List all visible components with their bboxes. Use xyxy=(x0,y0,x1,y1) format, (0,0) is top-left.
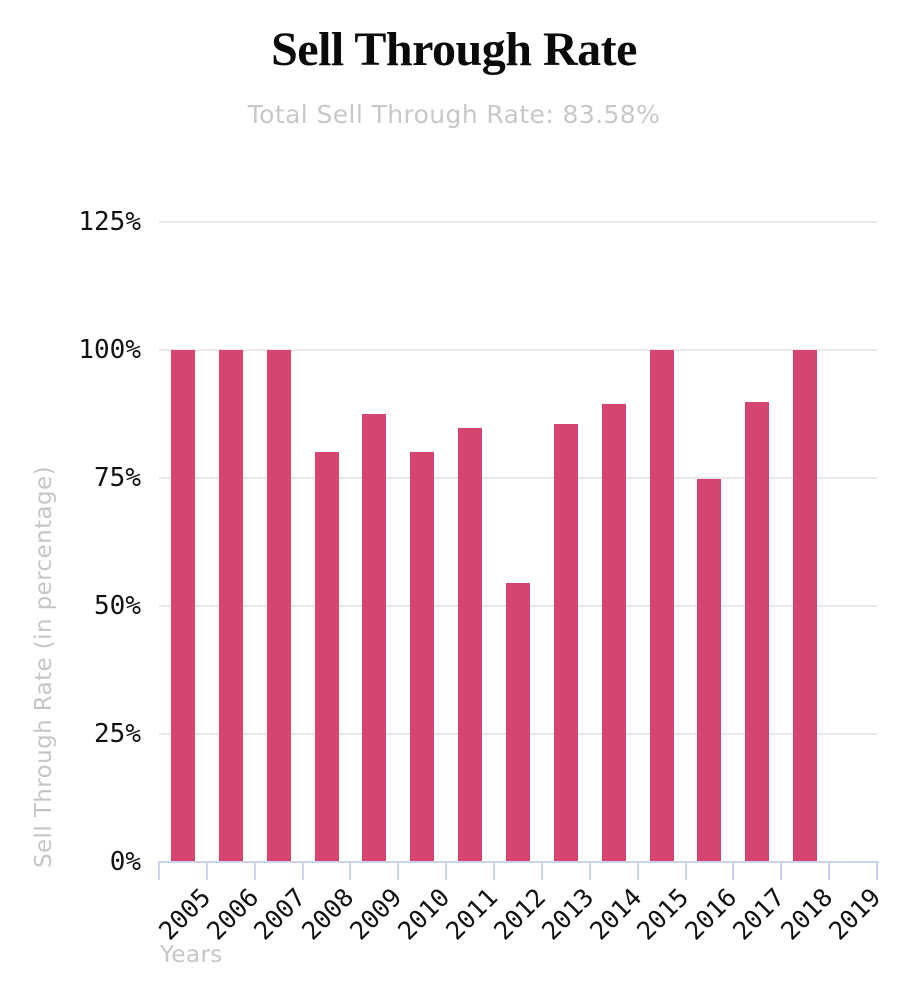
y-axis-title: Sell Through Rate (in percentage) xyxy=(31,466,57,868)
bar-2010[interactable] xyxy=(410,452,435,862)
x-tick-label-2012: 2012 xyxy=(488,882,552,946)
x-tick-label-2011: 2011 xyxy=(440,882,504,946)
bar-2018[interactable] xyxy=(793,350,818,862)
x-tick-label-2009: 2009 xyxy=(344,882,408,946)
chart-subtitle: Total Sell Through Rate: 83.58% xyxy=(247,100,661,129)
gridline-75 xyxy=(159,477,877,479)
x-axis-tick xyxy=(780,861,783,880)
x-axis-tick xyxy=(493,861,496,880)
x-axis-tick xyxy=(732,861,735,880)
bar-2013[interactable] xyxy=(553,424,578,862)
x-axis-tick xyxy=(349,861,352,880)
bar-2007[interactable] xyxy=(266,350,291,862)
x-axis-tick xyxy=(588,861,591,880)
x-axis-tick xyxy=(684,861,687,880)
bar-2009[interactable] xyxy=(362,414,387,862)
x-tick-label-2013: 2013 xyxy=(535,882,599,946)
x-axis-tick xyxy=(445,861,448,880)
x-tick-label-2019: 2019 xyxy=(823,882,887,946)
chart-title: Sell Through Rate xyxy=(271,23,637,76)
bar-2006[interactable] xyxy=(218,350,243,862)
plot-area xyxy=(159,221,877,862)
x-tick-label-2008: 2008 xyxy=(296,882,360,946)
x-axis-tick xyxy=(253,861,256,880)
x-tick-label-2017: 2017 xyxy=(727,882,791,946)
x-tick-label-2010: 2010 xyxy=(392,882,456,946)
bar-2014[interactable] xyxy=(601,404,626,862)
x-tick-label-2007: 2007 xyxy=(248,882,312,946)
x-axis-tick xyxy=(158,861,160,880)
x-axis-tick xyxy=(540,861,543,880)
x-tick-label-2018: 2018 xyxy=(775,882,839,946)
x-axis-line xyxy=(159,861,879,863)
x-axis-tick xyxy=(828,861,831,880)
x-tick-label-2016: 2016 xyxy=(679,882,743,946)
bar-2017[interactable] xyxy=(745,401,770,862)
y-tick-label-75%: 75% xyxy=(94,463,141,493)
bar-2016[interactable] xyxy=(697,479,722,862)
y-tick-label-25%: 25% xyxy=(94,719,141,749)
y-tick-label-0%: 0% xyxy=(109,847,141,877)
x-tick-label-2014: 2014 xyxy=(583,882,647,946)
x-axis-tick xyxy=(636,861,639,880)
gridline-100 xyxy=(159,349,877,351)
bar-2005[interactable] xyxy=(170,350,195,862)
gridline-125 xyxy=(159,221,877,223)
y-tick-label-100%: 100% xyxy=(78,335,141,365)
x-tick-label-2015: 2015 xyxy=(631,882,695,946)
y-tick-label-50%: 50% xyxy=(94,591,141,621)
x-axis-tick xyxy=(876,861,878,880)
x-axis-tick xyxy=(205,861,208,880)
bar-2008[interactable] xyxy=(314,452,339,862)
x-tick-label-2006: 2006 xyxy=(200,882,264,946)
x-axis-tick xyxy=(301,861,304,880)
x-axis-tick xyxy=(397,861,400,880)
bar-2011[interactable] xyxy=(458,428,483,862)
x-axis-title: Years xyxy=(160,942,223,968)
bar-2015[interactable] xyxy=(649,350,674,862)
bar-2012[interactable] xyxy=(506,582,530,862)
y-tick-label-125%: 125% xyxy=(78,207,141,237)
x-tick-label-2005: 2005 xyxy=(152,882,217,946)
